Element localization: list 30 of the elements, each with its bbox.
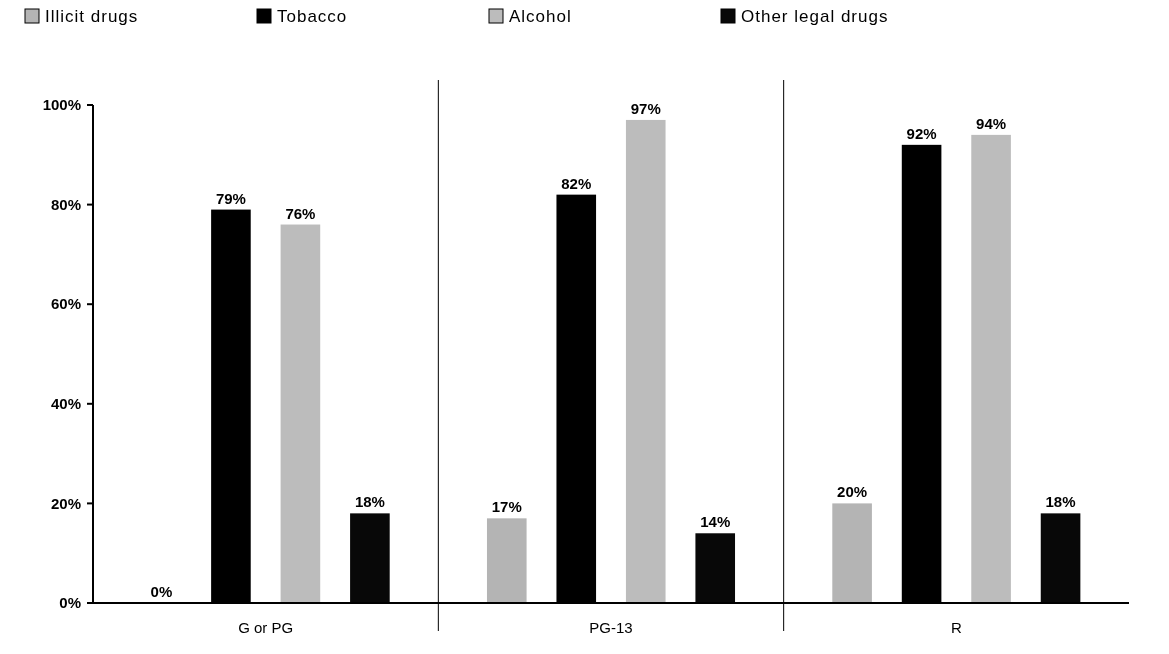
y-tick-label: 100%: [42, 96, 81, 114]
y-tick-label: 20%: [50, 494, 81, 512]
legend-label: Alcohol: [509, 7, 572, 26]
data-label: 94%: [976, 114, 1007, 132]
legend-label: Tobacco: [277, 7, 348, 26]
y-tick-label: 80%: [50, 195, 81, 213]
legend-label: Other legal drugs: [741, 7, 889, 26]
data-label: 14%: [700, 513, 731, 531]
data-label: 82%: [561, 174, 592, 192]
data-label: 92%: [906, 124, 937, 142]
bar: [280, 224, 321, 603]
y-tick-label: 60%: [50, 295, 81, 313]
data-label: 20%: [837, 483, 868, 501]
y-tick-label: 40%: [50, 395, 81, 413]
bar: [625, 119, 666, 603]
x-tick-label: PG-13: [589, 619, 633, 636]
x-tick-label: R: [950, 619, 962, 636]
bar: [832, 503, 872, 603]
bar: [486, 518, 527, 603]
data-label: 17%: [491, 498, 522, 516]
data-label: 18%: [1045, 493, 1076, 511]
data-label: 76%: [285, 204, 316, 222]
legend-label: Illicit drugs: [45, 7, 139, 26]
x-tick-label: G or PG: [238, 619, 294, 636]
bar: [971, 134, 1011, 603]
data-label: 18%: [354, 493, 385, 511]
data-label: 97%: [630, 99, 661, 117]
y-tick-label: 0%: [59, 594, 81, 612]
data-label: 79%: [215, 189, 246, 207]
data-label: 0%: [150, 583, 173, 600]
